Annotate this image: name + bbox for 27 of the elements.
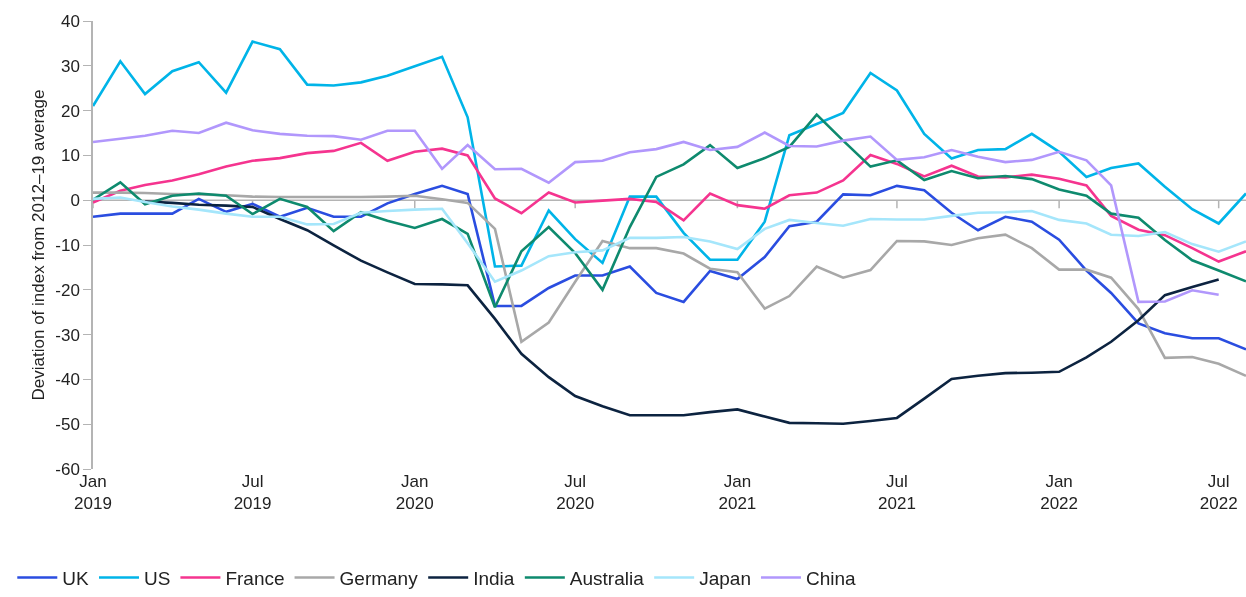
y-tick-label: -20 [55, 280, 80, 300]
x-tick-label: Jan 2021 [718, 472, 757, 514]
legend-label: US [144, 567, 171, 589]
x-tick-label: Jul 2020 [556, 472, 595, 514]
y-tick-label: 20 [60, 101, 80, 121]
y-tick-label: 10 [60, 146, 80, 166]
legend-label: China [805, 567, 857, 589]
x-tick-label: Jul 2019 [233, 472, 272, 514]
x-tick-label: Jan 2020 [395, 472, 434, 514]
legend-label: France [225, 567, 285, 589]
legend-label: UK [62, 567, 90, 589]
legend-label: India [473, 567, 515, 589]
y-tick-label: -30 [55, 325, 80, 345]
line-series [143, 200, 1220, 426]
y-tick-label: 0 [70, 191, 80, 211]
y-tick-label: 30 [60, 56, 80, 76]
x-tick-label: Jul 2021 [878, 472, 916, 514]
y-tick-label: -10 [55, 235, 80, 255]
legend-label: Germany [339, 567, 419, 589]
y-tick-label: 40 [60, 11, 80, 31]
y-axis-title: Deviation of index from 2012–19 average [29, 89, 49, 401]
x-tick-label: Jan 2022 [1040, 472, 1079, 514]
y-tick-label: -50 [55, 415, 80, 435]
legend-label: Australia [569, 567, 645, 589]
y-tick-label: -40 [55, 370, 80, 390]
legend-label: Japan [699, 567, 751, 589]
x-tick-label: Jul 2022 [1199, 472, 1238, 514]
